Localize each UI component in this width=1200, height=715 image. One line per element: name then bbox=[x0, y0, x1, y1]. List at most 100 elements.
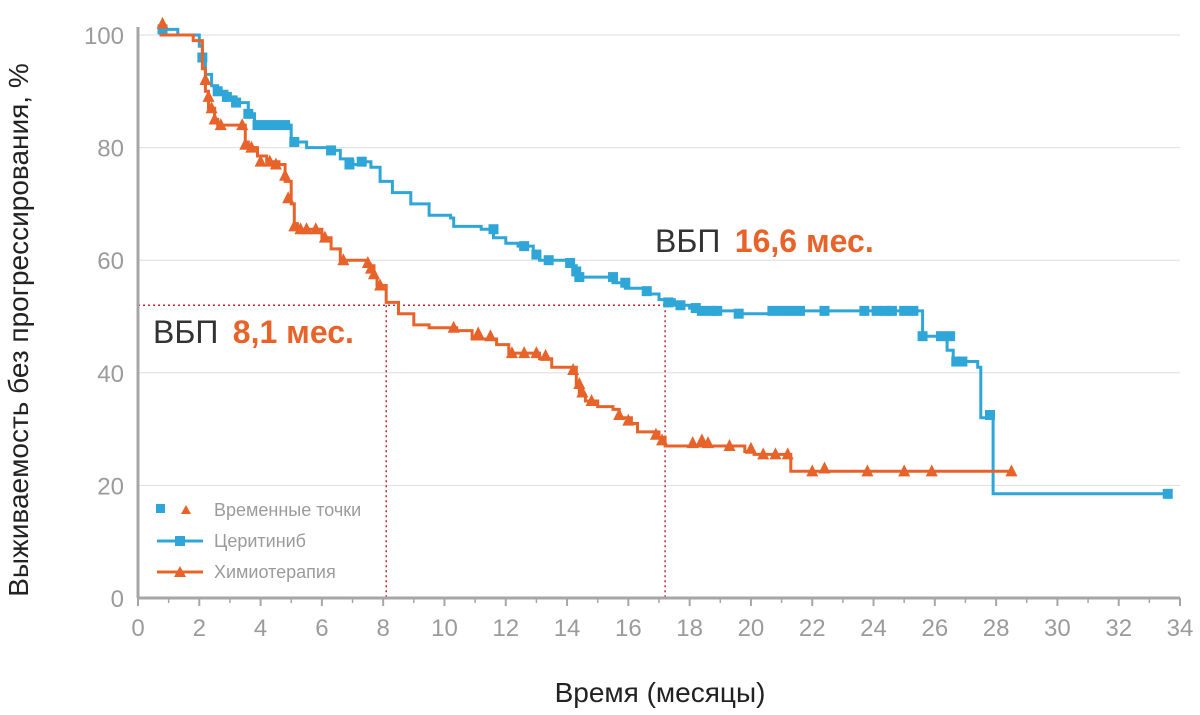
censor-marker bbox=[309, 222, 322, 235]
censor-marker bbox=[374, 278, 387, 291]
series-1 bbox=[157, 24, 1173, 499]
censor-marker bbox=[531, 249, 542, 260]
censor-marker bbox=[212, 86, 223, 97]
censor-marker bbox=[576, 385, 589, 398]
x-tick-label-34: 34 bbox=[1167, 615, 1194, 642]
censor-marker bbox=[243, 108, 254, 119]
censor-marker bbox=[530, 346, 543, 359]
censor-marker bbox=[656, 433, 669, 446]
series-line-1 bbox=[159, 27, 1168, 496]
x-tick-label-18: 18 bbox=[676, 615, 703, 642]
censor-marker bbox=[690, 303, 701, 314]
annotation-ceritinib: ВБП 16,6 мес. bbox=[655, 223, 874, 259]
censor-marker bbox=[1162, 488, 1173, 499]
censor-marker bbox=[318, 230, 331, 243]
censor-marker bbox=[356, 156, 367, 167]
censor-marker bbox=[269, 157, 282, 170]
censor-marker bbox=[675, 300, 686, 311]
series-line-2 bbox=[159, 33, 1012, 473]
censor-marker bbox=[488, 224, 499, 235]
censor-marker bbox=[649, 427, 662, 440]
annotation-ceritinib-prefix: ВБП bbox=[655, 223, 720, 259]
censor-marker bbox=[702, 436, 715, 449]
x-tick-label-6: 6 bbox=[315, 615, 328, 642]
censor-marker bbox=[239, 137, 252, 150]
censor-marker bbox=[252, 120, 263, 131]
censor-marker bbox=[880, 305, 891, 316]
x-tick-label-12: 12 bbox=[492, 615, 519, 642]
censor-marker bbox=[574, 272, 585, 283]
censor-marker bbox=[785, 305, 796, 316]
annotation-ceritinib-value: 16,6 мес. bbox=[735, 223, 874, 259]
censor-marker bbox=[925, 464, 938, 477]
x-tick-label-30: 30 bbox=[1044, 615, 1071, 642]
censor-marker bbox=[733, 308, 744, 319]
series-2 bbox=[156, 16, 1018, 477]
x-tick-label-26: 26 bbox=[921, 615, 948, 642]
x-tick-label-22: 22 bbox=[799, 615, 826, 642]
censor-marker bbox=[565, 258, 576, 269]
censor-marker bbox=[712, 305, 723, 316]
censor-marker bbox=[663, 297, 674, 308]
censor-marker bbox=[367, 267, 380, 280]
censor-marker bbox=[221, 91, 232, 102]
y-tick-label-40: 40 bbox=[97, 361, 124, 388]
censor-marker bbox=[282, 191, 295, 204]
annotation-chemo-value: 8,1 мес. bbox=[233, 314, 354, 350]
legend-marker-triangle bbox=[181, 505, 191, 514]
y-tick-label-80: 80 bbox=[97, 136, 124, 163]
censor-marker bbox=[231, 97, 242, 108]
censor-marker bbox=[957, 356, 968, 367]
x-tick-label-16: 16 bbox=[615, 615, 642, 642]
censor-marker bbox=[899, 305, 910, 316]
censor-marker bbox=[280, 120, 291, 131]
y-tick-label-100: 100 bbox=[84, 23, 124, 50]
censor-marker bbox=[757, 447, 770, 460]
censor-marker bbox=[935, 331, 946, 342]
censor-marker bbox=[622, 413, 635, 426]
censor-marker bbox=[696, 305, 707, 316]
censor-marker bbox=[199, 73, 212, 86]
censor-marker bbox=[539, 348, 552, 361]
censor-marker bbox=[300, 222, 313, 235]
x-tick-label-14: 14 bbox=[554, 615, 581, 642]
censor-marker bbox=[261, 120, 272, 131]
censor-marker bbox=[951, 356, 962, 367]
censor-marker bbox=[484, 329, 497, 342]
legend-marker-square bbox=[156, 504, 165, 513]
censor-marker bbox=[794, 305, 805, 316]
legend-marker-ceritinib bbox=[175, 536, 185, 546]
censor-marker bbox=[245, 140, 258, 153]
censor-marker bbox=[769, 447, 782, 460]
censor-marker bbox=[767, 305, 778, 316]
censor-marker bbox=[337, 253, 350, 266]
censor-marker bbox=[859, 305, 870, 316]
censor-marker bbox=[706, 305, 717, 316]
censor-marker bbox=[205, 101, 218, 114]
censor-marker bbox=[202, 89, 215, 102]
x-tick-label-0: 0 bbox=[131, 615, 144, 642]
censor-marker bbox=[543, 255, 554, 266]
censor-marker bbox=[1005, 464, 1018, 477]
annotation-chemo: ВБП 8,1 мес. bbox=[153, 314, 354, 350]
censor-marker bbox=[585, 393, 598, 406]
censor-marker bbox=[641, 286, 652, 297]
censor-marker bbox=[819, 305, 830, 316]
censor-marker bbox=[326, 145, 337, 156]
censor-marker bbox=[279, 168, 292, 181]
legend-label-ceritinib: Церитиниб bbox=[214, 531, 306, 551]
censor-marker bbox=[818, 461, 831, 474]
censor-marker bbox=[613, 408, 626, 421]
censor-marker bbox=[288, 219, 301, 232]
censor-marker bbox=[518, 346, 531, 359]
censor-marker bbox=[567, 362, 580, 375]
censor-marker bbox=[945, 331, 956, 342]
censor-marker bbox=[447, 320, 460, 333]
x-tick-label-32: 32 bbox=[1105, 615, 1132, 642]
x-tick-label-10: 10 bbox=[431, 615, 458, 642]
x-axis-title: Время (месяцы) bbox=[555, 677, 766, 708]
series bbox=[156, 16, 1173, 499]
censor-marker bbox=[723, 438, 736, 451]
censor-marker bbox=[254, 154, 267, 167]
